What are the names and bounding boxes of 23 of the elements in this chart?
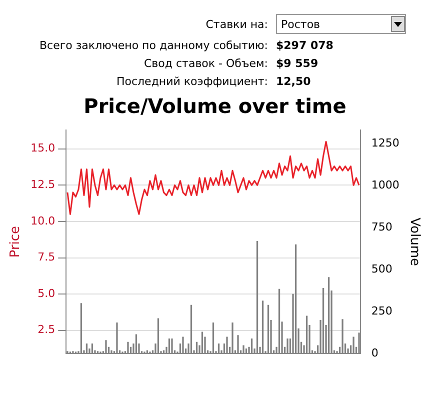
y2-axis-title: Volume <box>406 218 422 266</box>
y-tick-label: 5.0 <box>38 286 56 300</box>
y2-tick-label: 750 <box>371 220 392 234</box>
y2-tick-label: 0 <box>371 346 378 360</box>
y2-tick-label: 250 <box>371 304 392 318</box>
chart-title: Price/Volume over time <box>84 94 346 118</box>
y2-tick-label: 1250 <box>371 136 400 150</box>
text: 12,50 <box>276 75 312 88</box>
text: Свод ставок - Объем: <box>143 57 268 70</box>
y2-tick-label: 1000 <box>371 178 400 192</box>
text: $297 078 <box>276 39 334 52</box>
text: Ставки на: <box>204 18 268 30</box>
text: Ростов <box>281 18 320 30</box>
y-tick-label: 12.5 <box>30 178 56 192</box>
text: Последний коэффициент: <box>115 75 268 88</box>
y-tick-label: 15.0 <box>30 142 56 155</box>
y2-tick-label: 500 <box>371 262 392 276</box>
y-axis-title: Price <box>8 226 24 258</box>
y-tick-label: 2.5 <box>38 323 56 336</box>
text: $9 559 <box>276 57 320 70</box>
y-tick-label: 7.5 <box>38 250 56 264</box>
text: Всего заключено по данному событию: <box>39 39 268 52</box>
y-tick-label: 10.0 <box>30 214 56 228</box>
